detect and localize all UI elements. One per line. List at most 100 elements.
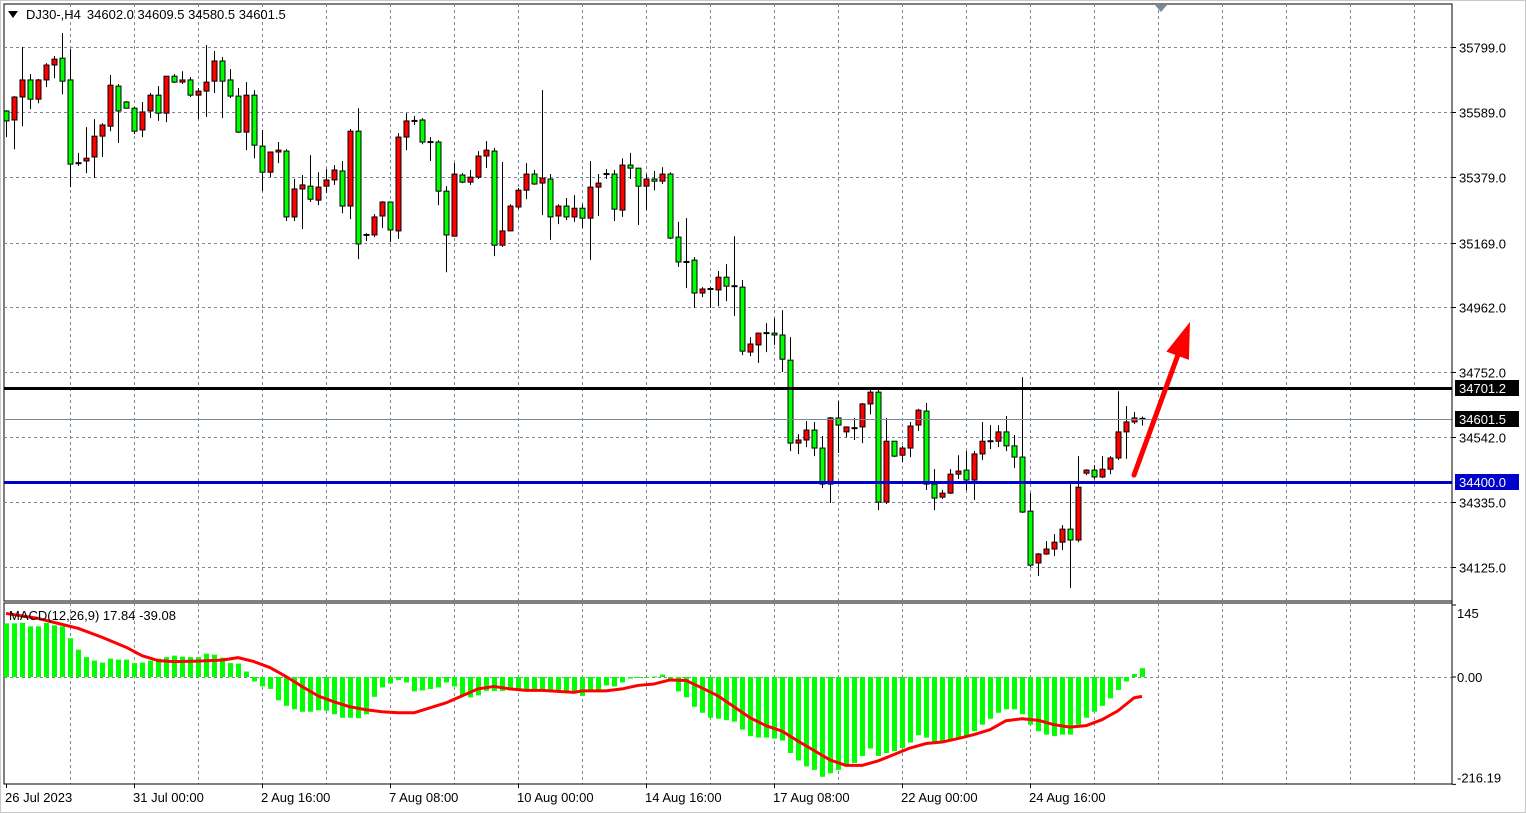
candle	[675, 221, 682, 267]
candle-body	[395, 136, 402, 232]
macd-histogram-bar	[60, 626, 65, 677]
candle-body	[691, 259, 698, 294]
macd-histogram-bar	[260, 677, 265, 687]
candle	[1139, 416, 1146, 426]
candle-body	[1051, 541, 1058, 550]
candle-body	[515, 189, 522, 208]
macd-histogram-bar	[428, 677, 433, 689]
macd-histogram-bar	[708, 677, 713, 718]
macd-histogram-bar	[156, 658, 161, 677]
candle-body	[643, 178, 650, 187]
macd-histogram-bar	[228, 663, 233, 677]
level-label-support: 34400.0	[1459, 475, 1506, 490]
candle	[931, 469, 938, 511]
candle-body	[611, 173, 618, 210]
macd-histogram-bar	[972, 677, 977, 732]
macd-histogram-bar	[380, 677, 385, 688]
candle	[227, 69, 234, 98]
macd-histogram-bar	[332, 677, 337, 715]
candle	[1027, 493, 1034, 568]
macd-histogram-bar	[316, 677, 321, 711]
candle-body	[587, 186, 594, 219]
candle	[139, 101, 146, 138]
price-tick-label: 35589.0	[1459, 106, 1506, 121]
macd-histogram-bar	[660, 674, 665, 677]
macd-histogram-bar	[788, 677, 793, 753]
level-label-resistance: 34701.2	[1459, 381, 1506, 396]
candle	[867, 388, 874, 415]
arrow-shaft[interactable]	[1131, 353, 1181, 478]
candle	[203, 45, 210, 117]
candle	[667, 172, 674, 239]
horizontal-levels[interactable]	[4, 387, 1452, 484]
candle	[651, 170, 658, 191]
candle	[59, 33, 66, 95]
candle	[1059, 525, 1066, 550]
arrow-annotation[interactable]	[1131, 321, 1190, 478]
candle	[899, 445, 906, 463]
macd-histogram-bar	[844, 677, 849, 767]
arrow-head-icon[interactable]	[1166, 321, 1190, 360]
candle	[163, 75, 170, 123]
candle	[587, 161, 594, 261]
candle-body	[123, 101, 130, 109]
candle-body	[995, 431, 1002, 442]
chart-header: DJ30-,H4 34602.0 34609.5 34580.5 34601.5	[8, 7, 286, 22]
candle-body	[715, 276, 722, 291]
macd-histogram-bar	[36, 626, 41, 677]
candle-body	[1075, 486, 1082, 541]
macd-tick-label: 0.00	[1457, 670, 1482, 685]
candles	[3, 33, 1146, 589]
candle-body	[755, 332, 762, 346]
candle-body	[795, 439, 802, 444]
candle	[555, 204, 562, 225]
macd-histogram-bar	[268, 677, 273, 689]
macd-histogram-bar	[580, 677, 585, 696]
candle	[147, 92, 154, 119]
candle	[323, 169, 330, 194]
macd-histogram-bar	[364, 677, 369, 715]
macd-histogram-bar	[140, 662, 145, 677]
candle	[971, 451, 978, 500]
candle	[563, 197, 570, 221]
dropdown-triangle-icon[interactable]	[8, 11, 18, 18]
candle	[539, 90, 546, 216]
candle-body	[67, 79, 74, 165]
candle	[1107, 456, 1114, 475]
price-pane-frame	[3, 3, 1453, 602]
chart-shift-marker-icon[interactable]	[1155, 5, 1167, 12]
macd-histogram-bar	[84, 657, 89, 677]
macd-histogram-bar	[932, 677, 937, 743]
macd-histogram-bar	[724, 677, 729, 721]
candle	[1035, 553, 1042, 577]
candle	[171, 74, 178, 84]
macd-histogram-bar	[204, 653, 209, 677]
macd-histogram-bar	[644, 677, 649, 678]
candle	[115, 83, 122, 143]
candle-body	[803, 429, 810, 441]
candle-body	[539, 177, 546, 184]
candle-body	[859, 403, 866, 428]
candle-body	[339, 170, 346, 207]
candle	[619, 158, 626, 217]
candle	[19, 47, 26, 127]
level-label-bid: 34601.5	[1459, 412, 1506, 427]
candle	[387, 201, 394, 243]
macd-histogram-bar	[1076, 677, 1081, 725]
macd-histogram-bar	[556, 677, 561, 691]
candle-body	[35, 79, 42, 100]
candle-body	[283, 150, 290, 218]
macd-histogram-bar	[444, 677, 449, 683]
level-label-bg-support	[1455, 474, 1519, 490]
candle-body	[227, 79, 234, 97]
candle-body	[915, 409, 922, 426]
macd-histogram-bar	[484, 677, 489, 691]
candle	[235, 88, 242, 134]
level-label-bg-resistance	[1455, 380, 1519, 396]
candle-body	[435, 141, 442, 192]
candle	[467, 170, 474, 185]
candle	[883, 417, 890, 504]
candle-body	[467, 176, 474, 183]
candle	[475, 151, 482, 180]
